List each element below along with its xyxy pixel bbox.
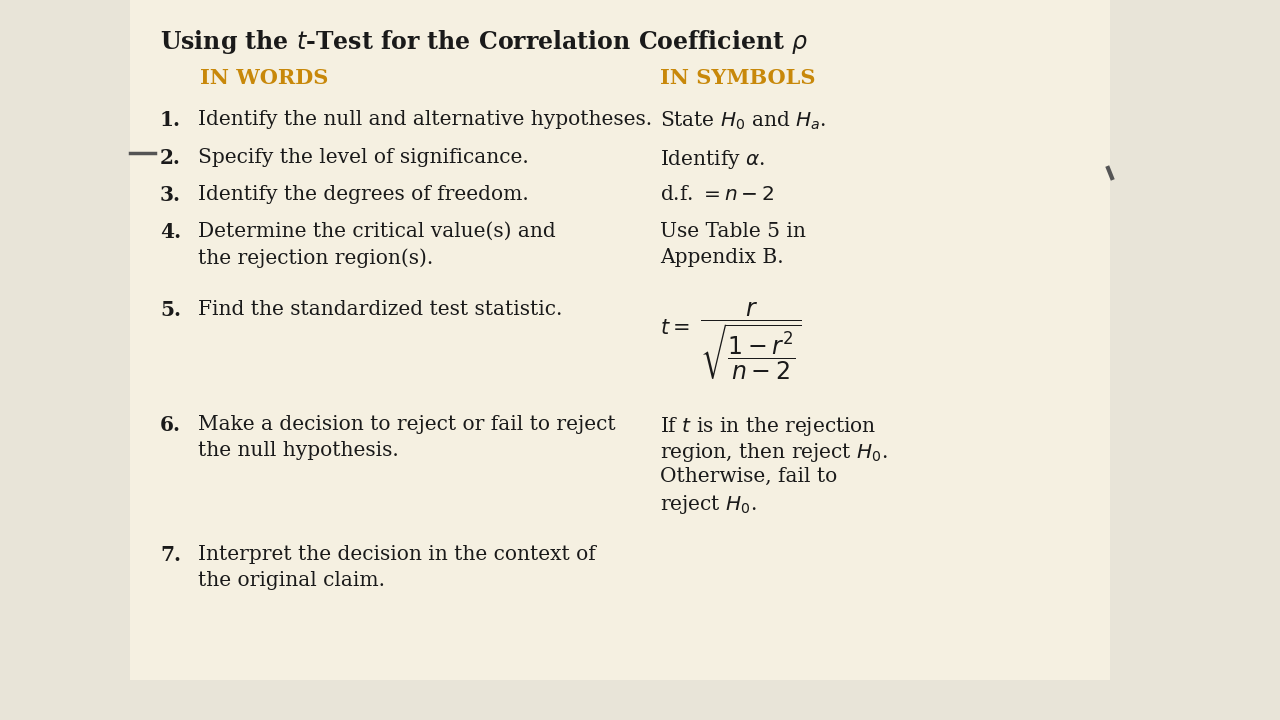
Text: 2.: 2. [160,148,180,168]
Text: Identify $\alpha$.: Identify $\alpha$. [660,148,765,171]
Text: Using the $\mathit{t}$-Test for the Correlation Coefficient $\rho$: Using the $\mathit{t}$-Test for the Corr… [160,28,809,56]
Text: d.f. $= n - 2$: d.f. $= n - 2$ [660,185,774,204]
Text: Identify the degrees of freedom.: Identify the degrees of freedom. [198,185,529,204]
Text: the rejection region(s).: the rejection region(s). [198,248,433,268]
Text: IN WORDS: IN WORDS [200,68,329,88]
Text: $\dfrac{r}{\sqrt{\dfrac{1 - r^2}{n - 2}}}$: $\dfrac{r}{\sqrt{\dfrac{1 - r^2}{n - 2}}… [700,300,801,382]
Text: Make a decision to reject or fail to reject: Make a decision to reject or fail to rej… [198,415,616,434]
Text: Specify the level of significance.: Specify the level of significance. [198,148,529,167]
Text: $t = $: $t = $ [660,318,690,338]
Text: Determine the critical value(s) and: Determine the critical value(s) and [198,222,556,241]
Text: Appendix B.: Appendix B. [660,248,783,267]
Text: reject $H_0$.: reject $H_0$. [660,493,756,516]
Text: If $t$ is in the rejection: If $t$ is in the rejection [660,415,877,438]
Text: Use Table 5 in: Use Table 5 in [660,222,806,241]
Bar [131,0,1110,680]
Text: 6.: 6. [160,415,180,435]
Text: 4.: 4. [160,222,182,242]
Text: region, then reject $H_0$.: region, then reject $H_0$. [660,441,887,464]
Text: Interpret the decision in the context of: Interpret the decision in the context of [198,545,595,564]
Text: 1.: 1. [160,110,180,130]
Text: 7.: 7. [160,545,180,565]
Text: Otherwise, fail to: Otherwise, fail to [660,467,837,486]
Text: IN SYMBOLS: IN SYMBOLS [660,68,815,88]
Text: 5.: 5. [160,300,180,320]
Text: the original claim.: the original claim. [198,571,385,590]
Text: State $H_0$ and $H_a$.: State $H_0$ and $H_a$. [660,110,827,132]
Text: 3.: 3. [160,185,180,205]
Text: Find the standardized test statistic.: Find the standardized test statistic. [198,300,562,319]
Text: Identify the null and alternative hypotheses.: Identify the null and alternative hypoth… [198,110,652,129]
Text: the null hypothesis.: the null hypothesis. [198,441,399,460]
